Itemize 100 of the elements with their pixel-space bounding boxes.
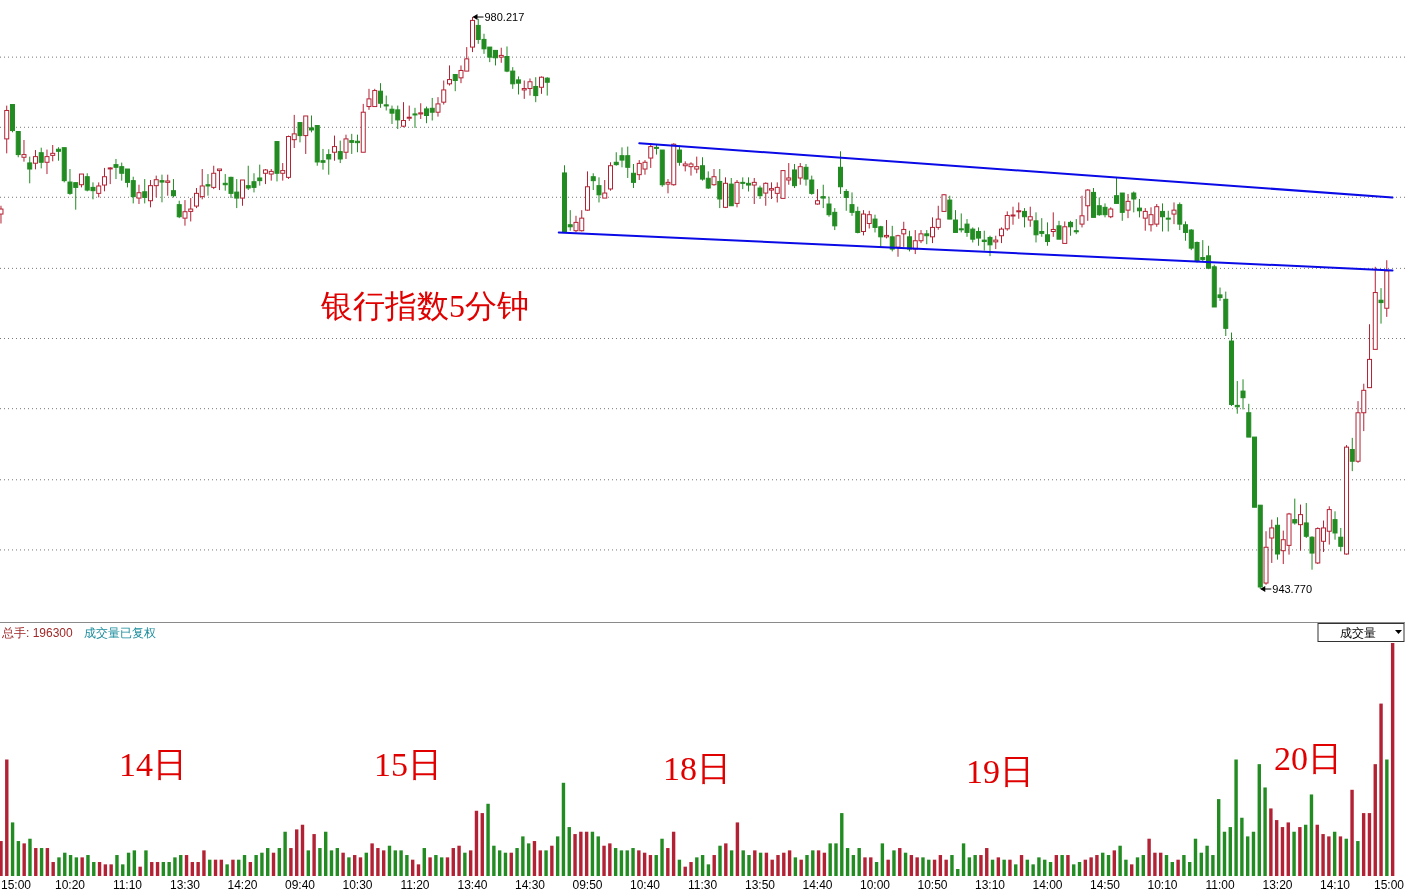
- bar: [776, 855, 780, 876]
- bar: [225, 864, 229, 876]
- bar: [1379, 703, 1383, 876]
- bar: [828, 843, 832, 876]
- candlestick: [792, 163, 797, 189]
- candlestick: [1085, 188, 1091, 222]
- candlestick: [1050, 211, 1056, 238]
- bar: [399, 850, 403, 876]
- candlestick: [751, 177, 757, 205]
- candlestick: [343, 134, 349, 160]
- bar: [729, 850, 734, 876]
- candlestick: [44, 149, 50, 175]
- candlestick: [435, 96, 441, 118]
- bar: [445, 857, 450, 876]
- bar: [816, 850, 821, 876]
- bar: [329, 850, 334, 876]
- bar: [915, 857, 919, 876]
- x-tick-label: 13:10: [974, 878, 1006, 892]
- candlestick: [585, 170, 590, 212]
- bar: [1263, 787, 1267, 876]
- annotation: 20日: [1274, 739, 1342, 777]
- bar: [1118, 845, 1122, 876]
- annotation: 14日: [119, 745, 187, 783]
- candlestick: [608, 161, 613, 192]
- x-tick-label: 13:20: [1262, 878, 1293, 892]
- bar: [312, 834, 316, 876]
- bar: [1112, 850, 1117, 876]
- x-tick-label: 10:00: [859, 878, 891, 892]
- bar: [51, 862, 55, 876]
- candlestick: [446, 64, 452, 87]
- candlestick: [838, 150, 843, 195]
- bar: [416, 864, 421, 876]
- bar: [1066, 855, 1070, 876]
- bar: [538, 850, 542, 876]
- text: 银行指数5分钟: [320, 288, 529, 325]
- bar: [625, 850, 629, 876]
- candlestick: [331, 135, 337, 162]
- bar: [1205, 845, 1209, 876]
- bar: [1182, 855, 1186, 876]
- candlestick: [884, 219, 890, 239]
- candlestick: [205, 173, 211, 197]
- candlestick: [717, 168, 723, 209]
- bar: [886, 859, 890, 876]
- bar: [1135, 857, 1140, 876]
- annotation: 18日: [663, 749, 731, 787]
- bar: [770, 859, 774, 876]
- x-tick-label: 14:40: [802, 878, 833, 892]
- x-tick-label: 15:00: [1, 878, 32, 892]
- bar: [370, 843, 374, 876]
- bar: [608, 843, 612, 876]
- bar: [57, 857, 61, 876]
- bar: [497, 850, 502, 876]
- candlestick: [1298, 504, 1304, 552]
- bar: [1327, 836, 1331, 876]
- candlestick: [441, 80, 447, 106]
- x-tick-label: 10:30: [342, 878, 373, 892]
- bar: [515, 848, 519, 876]
- candlestick: [1016, 201, 1022, 220]
- bar: [892, 850, 896, 876]
- bar: [1060, 855, 1064, 876]
- bar: [1031, 864, 1035, 876]
- bar: [1292, 831, 1296, 876]
- x-tick-label: 09:40: [284, 878, 316, 892]
- candlestick: [297, 122, 303, 143]
- bar: [695, 857, 699, 876]
- bar: [347, 857, 351, 876]
- bar: [1385, 759, 1389, 876]
- candlestick: [0, 205, 4, 224]
- candlestick: [216, 168, 222, 191]
- candlestick: [337, 140, 343, 164]
- bar: [457, 845, 461, 876]
- x-tick-label: 13:50: [744, 878, 776, 892]
- x-tick-label: 10:50: [917, 878, 948, 892]
- bar: [439, 857, 444, 876]
- bar: [173, 857, 177, 876]
- x-tick-label: 15:00: [1373, 878, 1405, 892]
- bar: [28, 838, 32, 876]
- annotation: 15日: [374, 745, 442, 783]
- bar: [381, 850, 386, 876]
- bar: [1298, 827, 1302, 876]
- x-tick-label: 11:10: [112, 878, 143, 892]
- bar: [80, 857, 84, 876]
- candlestick: [1079, 195, 1085, 228]
- x-tick-label: 10:20: [54, 878, 86, 892]
- candlestick: [239, 179, 245, 207]
- bar: [144, 850, 148, 876]
- bar: [428, 857, 432, 876]
- candlestick: [1062, 220, 1068, 244]
- bar: [1147, 838, 1151, 876]
- bar: [967, 857, 972, 876]
- x-tick-label: 14:50: [1090, 878, 1121, 892]
- bar: [1350, 789, 1354, 876]
- bar: [660, 838, 664, 876]
- bar: [753, 850, 757, 876]
- x-tick-label: 11:00: [1205, 878, 1235, 892]
- bar: [358, 857, 363, 876]
- candlestick: [142, 178, 148, 204]
- candlestick: [1332, 510, 1338, 541]
- bar: [521, 836, 525, 876]
- candlestick: [728, 177, 734, 207]
